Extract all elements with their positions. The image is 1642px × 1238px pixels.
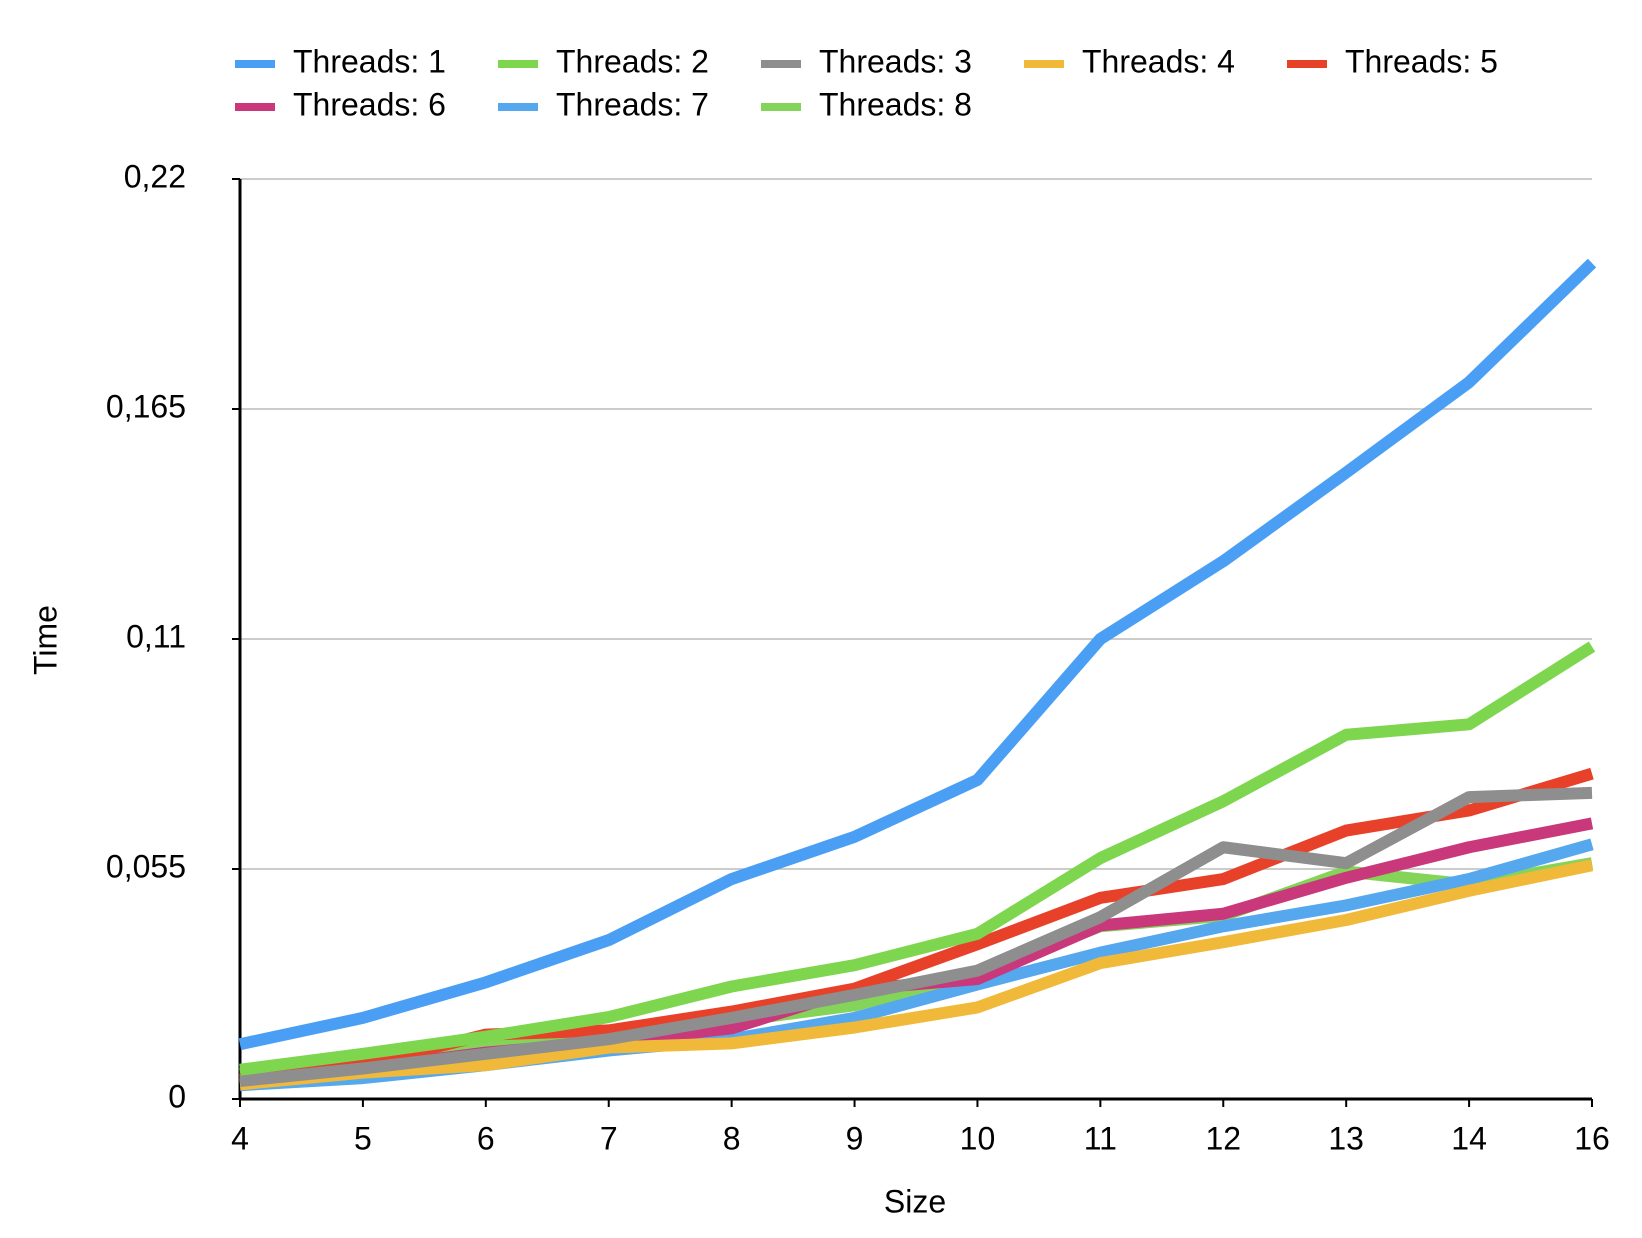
legend-label: Threads: 6 bbox=[293, 86, 446, 122]
x-tick-label: 6 bbox=[477, 1120, 495, 1156]
x-tick-label: 10 bbox=[960, 1120, 996, 1156]
x-tick-label: 4 bbox=[231, 1120, 249, 1156]
x-tick-label: 9 bbox=[846, 1120, 864, 1156]
legend-label: Threads: 5 bbox=[1345, 43, 1498, 79]
y-tick-label: 0,22 bbox=[124, 158, 186, 194]
x-tick-label: 16 bbox=[1574, 1120, 1610, 1156]
x-tick-label: 14 bbox=[1451, 1120, 1487, 1156]
y-tick-label: 0,11 bbox=[126, 618, 186, 654]
x-tick-label: 11 bbox=[1084, 1120, 1117, 1156]
x-tick-label: 5 bbox=[354, 1120, 372, 1156]
legend-label: Threads: 8 bbox=[819, 86, 972, 122]
legend-label: Threads: 2 bbox=[556, 43, 709, 79]
x-tick-label: 12 bbox=[1205, 1120, 1241, 1156]
x-tick-label: 8 bbox=[723, 1120, 741, 1156]
legend-label: Threads: 1 bbox=[293, 43, 446, 79]
legend-label: Threads: 7 bbox=[556, 86, 709, 122]
series-line bbox=[239, 786, 1593, 1087]
x-tick-label: 7 bbox=[600, 1120, 618, 1156]
y-axis-title: Time bbox=[27, 605, 63, 675]
x-tick-label: 13 bbox=[1328, 1120, 1364, 1156]
x-axis-title: Size bbox=[884, 1183, 946, 1219]
series-line bbox=[239, 859, 1594, 1091]
y-tick-label: 0,055 bbox=[106, 848, 186, 884]
series-line bbox=[239, 641, 1596, 1076]
y-tick-label: 0,165 bbox=[106, 388, 186, 424]
series-line bbox=[238, 258, 1597, 1051]
y-tick-label: 0 bbox=[168, 1078, 186, 1114]
series-line bbox=[239, 767, 1594, 1085]
legend-label: Threads: 4 bbox=[1082, 43, 1235, 79]
legend-label: Threads: 3 bbox=[819, 43, 972, 79]
